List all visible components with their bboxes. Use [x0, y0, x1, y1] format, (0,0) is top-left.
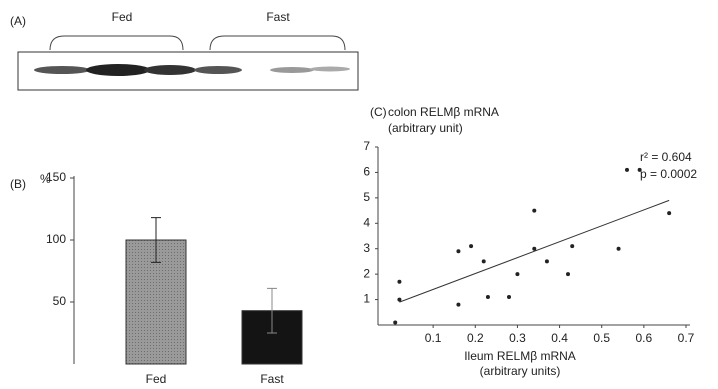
- x-tick-label: 0.5: [593, 331, 610, 345]
- x-axis-label: Ileum RELMβ mRNA: [464, 349, 576, 363]
- group-label: Fed: [112, 10, 133, 24]
- y-axis-label: colon RELMβ mRNA: [388, 105, 499, 119]
- panel-label: (A): [10, 14, 26, 28]
- y-tick-label: 1: [363, 292, 370, 306]
- group-label: Fast: [266, 10, 290, 24]
- point: [397, 298, 401, 302]
- x-tick-label: 0.1: [425, 331, 442, 345]
- annotation: r² = 0.604: [640, 150, 692, 164]
- trend-line: [399, 200, 669, 302]
- y-tick-label: 5: [363, 190, 370, 204]
- y-tick-label: 3: [363, 241, 370, 255]
- y-tick-label: 4: [363, 215, 370, 229]
- x-tick-label: 0.3: [509, 331, 526, 345]
- point: [625, 168, 629, 172]
- point: [469, 244, 473, 248]
- x-tick-label: 0.4: [551, 331, 568, 345]
- y-tick-label: 7: [363, 139, 370, 153]
- point: [545, 259, 549, 263]
- y-tick-label: 6: [363, 165, 370, 179]
- y-tick-label: 2: [363, 266, 370, 280]
- bracket: [50, 36, 183, 50]
- y-axis-label: (arbitrary unit): [388, 121, 463, 135]
- bracket: [210, 36, 345, 50]
- x-tick-label: 0.7: [678, 331, 695, 345]
- point: [515, 272, 519, 276]
- point: [486, 295, 490, 299]
- x-tick-label: 0.2: [467, 331, 484, 345]
- point: [532, 247, 536, 251]
- y-tick-label: 50: [53, 294, 67, 308]
- y-tick-label: 100: [46, 232, 66, 246]
- point: [482, 259, 486, 263]
- point: [393, 320, 397, 324]
- x-axis-label: (arbitrary units): [480, 364, 561, 378]
- x-tick-label: Fast: [260, 372, 284, 386]
- point: [456, 303, 460, 307]
- y-tick-label: 150: [46, 170, 66, 184]
- point: [570, 244, 574, 248]
- point: [397, 280, 401, 284]
- point: [456, 249, 460, 253]
- figure: (A) Fed Fast (B)%50100150FedFast(C)colon…: [0, 0, 718, 389]
- x-tick-label: 0.6: [636, 331, 653, 345]
- point: [507, 295, 511, 299]
- point: [532, 209, 536, 213]
- point: [566, 272, 570, 276]
- point: [617, 247, 621, 251]
- panel-label: (B): [10, 177, 26, 191]
- point: [667, 211, 671, 215]
- x-tick-label: Fed: [146, 372, 167, 386]
- panel-label: (C): [370, 105, 387, 119]
- annotation: p = 0.0002: [640, 167, 697, 181]
